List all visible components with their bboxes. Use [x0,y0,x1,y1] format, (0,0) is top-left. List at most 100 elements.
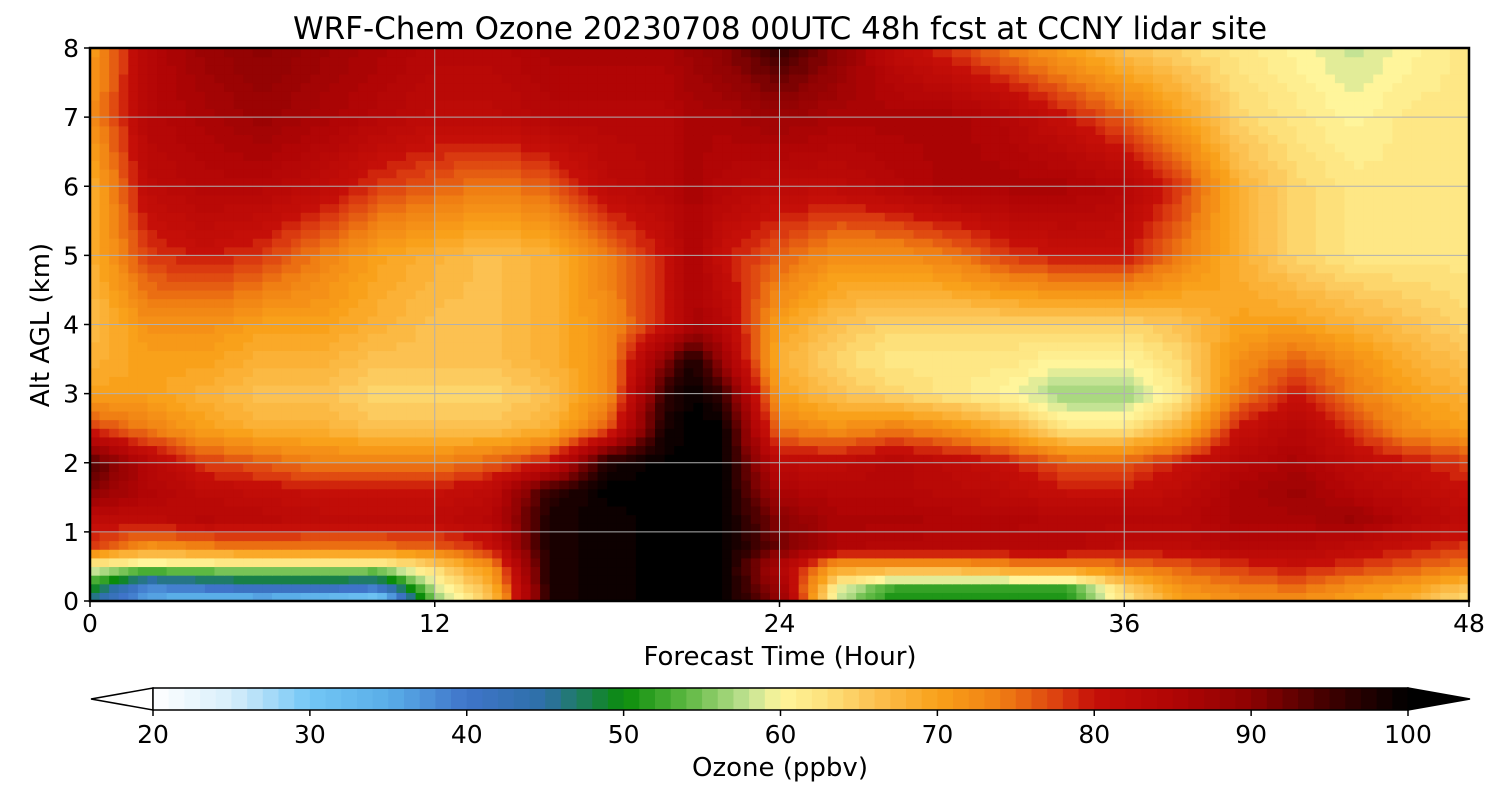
heatmap-cell [530,505,541,516]
heatmap-cell [664,583,675,593]
heatmap-cell [118,367,129,377]
heatmap-cell [961,480,972,490]
heatmap-cell [319,514,331,524]
heatmap-cell [693,488,704,498]
heatmap-cell [147,350,158,360]
heatmap-cell [769,350,781,360]
heatmap-cell [530,540,541,550]
heatmap-cell [1421,531,1432,542]
heatmap-cell [157,549,168,559]
heatmap-cell [147,341,158,352]
heatmap-cell [1459,410,1469,421]
heatmap-cell [1114,393,1125,403]
heatmap-cell [377,359,388,369]
heatmap-cell [338,462,350,472]
heatmap-cell [597,488,608,498]
heatmap-cell [760,488,771,498]
heatmap-cell [1229,359,1240,369]
heatmap-cell [396,497,407,507]
heatmap-cell [1334,445,1346,455]
heatmap-cell [492,566,503,576]
heatmap-cell [252,557,263,568]
heatmap-cell [923,480,934,490]
heatmap-cell [1229,549,1240,559]
heatmap-cell [712,488,723,498]
heatmap-cell [463,376,474,386]
heatmap-cell [750,307,761,317]
heatmap-cell [300,557,311,568]
heatmap-cell [271,566,283,576]
heatmap-cell [836,592,848,601]
heatmap-cell [683,583,694,593]
heatmap-cell [587,324,599,334]
heatmap-cell [1248,393,1259,403]
heatmap-cell [597,315,608,326]
heatmap-cell [1220,410,1231,421]
heatmap-cell [367,419,378,429]
heatmap-cell [1066,376,1077,386]
heatmap-cell [903,445,915,455]
heatmap-cell [1124,471,1135,481]
heatmap-cell [137,523,149,533]
heatmap-cell [990,531,1001,542]
heatmap-cell [377,384,388,395]
heatmap-cell [1229,514,1240,524]
heatmap-cell [511,367,522,377]
heatmap-cell [482,333,493,343]
heatmap-cell [1181,436,1192,447]
heatmap-cell [1066,359,1077,369]
heatmap-cell [559,566,570,576]
heatmap-cell [1334,575,1346,585]
heatmap-cell [836,341,848,352]
heatmap-cell [109,298,120,308]
heatmap-cell [185,480,196,490]
heatmap-cell [894,462,905,472]
heatmap-cell [741,341,752,352]
heatmap-cell [664,566,675,576]
heatmap-cell [1440,410,1451,421]
heatmap-cell [1028,359,1039,369]
heatmap-cell [501,393,512,403]
heatmap-cell [846,402,857,412]
heatmap-cell [1421,575,1432,585]
heatmap-cell [281,410,292,421]
heatmap-cell [377,393,388,403]
heatmap-cell [817,471,828,481]
heatmap-cell [157,566,168,576]
heatmap-cell [1133,505,1145,516]
heatmap-cell [1459,402,1469,412]
heatmap-cell [1038,462,1049,472]
heatmap-cell [99,436,110,447]
heatmap-cell [406,454,417,464]
heatmap-cell [262,315,273,326]
heatmap-cell [1459,454,1469,464]
heatmap-cell [568,324,579,334]
heatmap-cell [626,566,637,576]
heatmap-cell [511,384,522,395]
heatmap-cell [1277,454,1288,464]
heatmap-cell [1354,359,1365,369]
heatmap-cell [932,419,943,429]
heatmap-cell [722,523,733,533]
heatmap-cell [1373,497,1384,507]
heatmap-cell [1411,566,1422,576]
heatmap-cell [789,419,800,429]
heatmap-cell [760,428,771,438]
heatmap-cell [204,367,216,377]
heatmap-cell [185,505,196,516]
heatmap-cell [836,566,848,576]
heatmap-cell [386,531,398,542]
heatmap-cell [769,462,781,472]
heatmap-cell [741,488,752,498]
heatmap-cell [1191,445,1202,455]
heatmap-cell [1440,324,1451,334]
heatmap-cell [1334,454,1346,464]
heatmap-cell [1095,410,1106,421]
heatmap-cell [473,566,484,576]
heatmap-cell [310,350,321,360]
heatmap-cell [655,531,666,542]
heatmap-cell [616,324,627,334]
heatmap-cell [971,419,982,429]
heatmap-cell [492,471,503,481]
heatmap-cell [540,384,551,395]
